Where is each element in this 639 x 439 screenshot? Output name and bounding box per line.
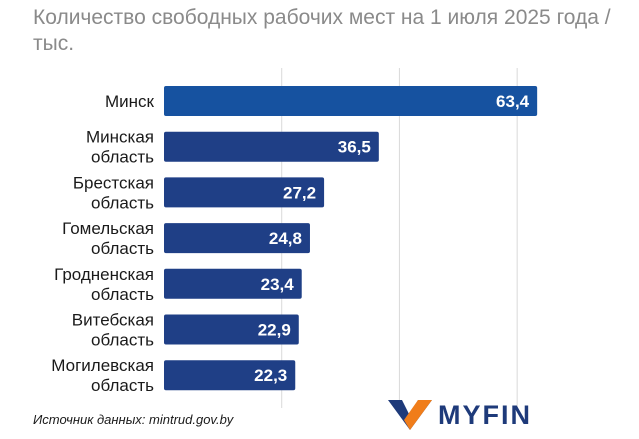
category-label: Минская [86, 128, 154, 147]
category-label: область [91, 285, 154, 304]
brand-name: MYFIN [438, 399, 532, 430]
category-label: Гродненская [54, 265, 154, 284]
chart-title: Количество свободных рабочих мест на 1 и… [33, 6, 611, 55]
category-label: область [91, 331, 154, 350]
category-label: область [91, 148, 154, 167]
category-label: область [91, 193, 154, 212]
bar-value-label: 24,8 [269, 229, 302, 248]
bar [164, 86, 538, 116]
bar [164, 268, 302, 299]
bar [164, 223, 310, 254]
category-label: Минск [105, 92, 155, 111]
source-note: Источник данных: mintrud.gov.by [33, 412, 234, 427]
category-label: Брестская [73, 173, 154, 192]
category-label: область [91, 239, 154, 258]
bar-value-label: 22,3 [254, 366, 287, 385]
category-label: Гомельская [62, 219, 154, 238]
bar [164, 177, 325, 208]
bar-value-label: 36,5 [338, 138, 371, 157]
bar-value-label: 23,4 [261, 275, 295, 294]
bar [164, 131, 379, 162]
category-label: Могилевская [51, 356, 154, 375]
bar-value-label: 27,2 [283, 183, 316, 202]
bar-value-label: 63,4 [496, 92, 530, 111]
category-label: Витебская [72, 311, 154, 330]
bar-value-label: 22,9 [258, 321, 291, 340]
brand-logo: MYFIN [388, 398, 532, 432]
bar [164, 360, 296, 391]
bar [164, 314, 299, 345]
category-label: область [91, 376, 154, 395]
myfin-logo-icon [388, 400, 432, 430]
